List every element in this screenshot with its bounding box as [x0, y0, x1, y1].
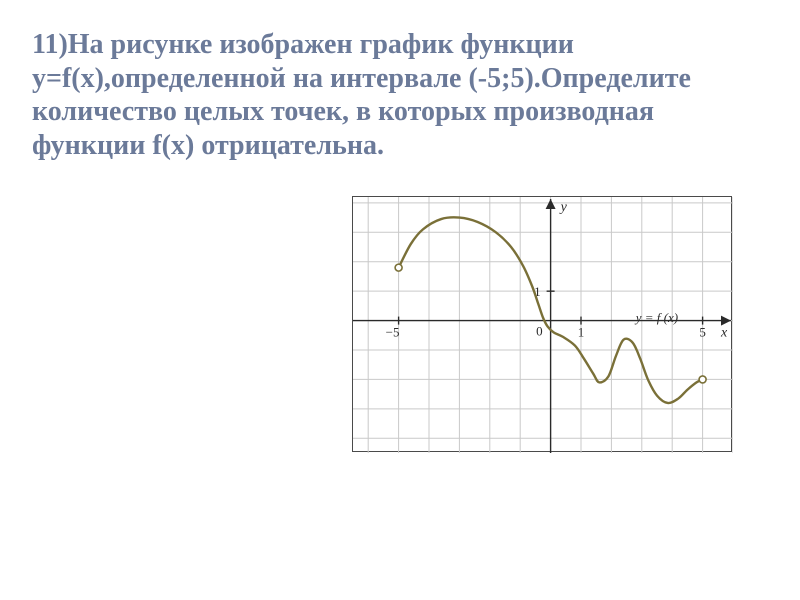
svg-text:0: 0 [536, 324, 543, 339]
svg-text:y: y [559, 200, 568, 215]
svg-text:5: 5 [699, 325, 706, 340]
svg-text:1: 1 [578, 325, 585, 340]
svg-text:y = f (x): y = f (x) [634, 310, 678, 325]
svg-text:−5: −5 [386, 325, 400, 340]
svg-text:x: x [720, 326, 728, 341]
function-chart: −55110yxy = f (x) [352, 196, 732, 452]
problem-title: 11)На рисунке изображен график функции y… [32, 28, 772, 162]
